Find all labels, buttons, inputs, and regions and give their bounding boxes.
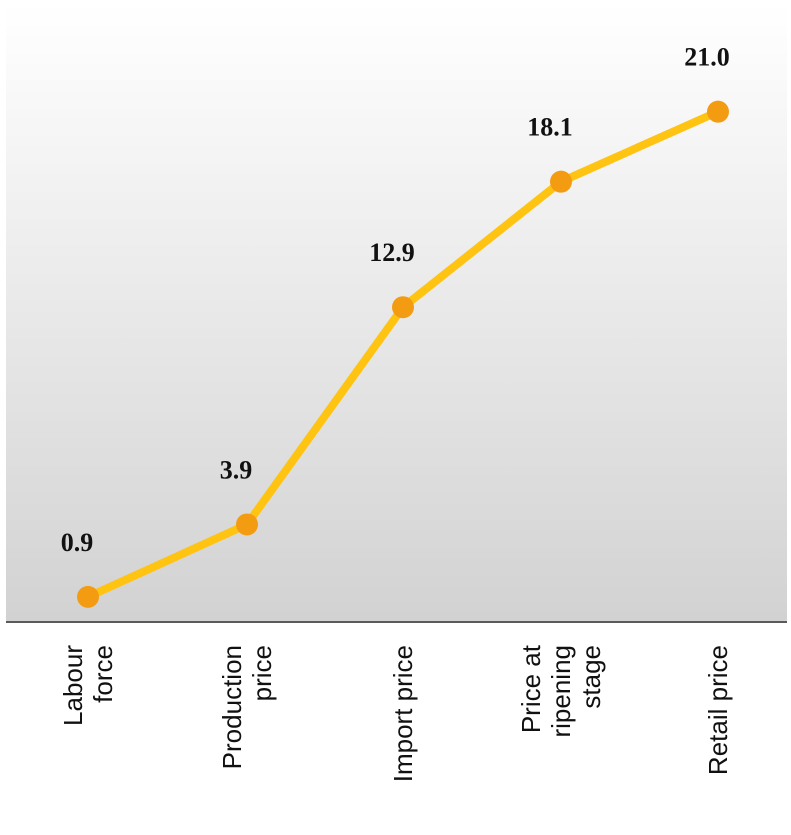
data-point [550,170,572,193]
series-group [77,100,729,608]
x-tick-label: Retail price [703,645,733,775]
x-tick-label: Production price [217,645,277,769]
data-label: 21.0 [684,43,730,72]
x-tick-label-line: ripening [546,645,576,738]
data-point [392,296,414,319]
data-label: 3.9 [220,455,253,484]
x-tick-label: Price at ripening stage [516,644,606,737]
data-point [707,100,729,123]
data-label: 12.9 [369,238,415,267]
x-tick-label-line: Price at [516,644,546,733]
x-tick-label-line: price [247,645,277,701]
x-tick-label-line: stage [576,645,606,709]
data-point [77,585,99,608]
data-labels-group: 0.9 3.9 12.9 18.1 21.0 [61,43,730,557]
x-tick-label-line: Labour [58,645,88,726]
x-tick-label-line: force [88,645,118,703]
data-label: 0.9 [61,528,94,557]
category-labels-group: Labour force Production price Import price Pr… [58,644,733,782]
x-tick-label: Import price [388,645,418,782]
data-point [236,513,258,536]
x-tick-label-line: Import price [388,645,418,782]
x-tick-label-line: Retail price [703,645,733,775]
x-tick-label-line: Production [217,645,247,769]
data-label: 18.1 [527,113,573,142]
x-tick-label: Labour force [58,645,118,726]
